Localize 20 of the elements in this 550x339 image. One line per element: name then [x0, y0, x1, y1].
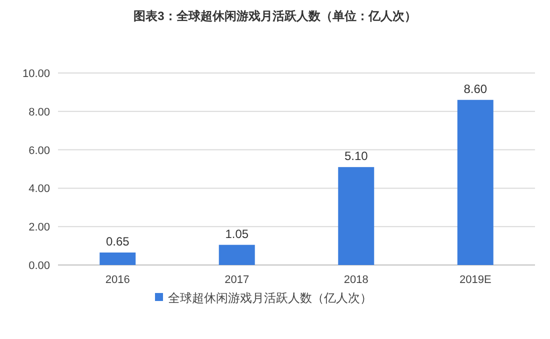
y-tick-label: 2.00 [28, 222, 50, 234]
y-tick-label: 6.00 [28, 144, 50, 157]
bar [457, 100, 494, 265]
data-label: 1.05 [225, 226, 249, 241]
y-tick-label: 10.00 [22, 68, 50, 80]
chart-title: 图表3：全球超休闲游戏月活跃人数（单位：亿人次） [134, 9, 416, 23]
bar [338, 167, 374, 265]
data-label: 0.65 [106, 234, 130, 249]
x-tick-label: 2017 [224, 274, 250, 286]
data-label: 5.10 [344, 149, 368, 164]
bar [100, 252, 136, 265]
x-tick-label: 2018 [344, 274, 368, 286]
y-tick-label: 0.00 [28, 260, 50, 272]
x-tick-label: 2016 [105, 274, 130, 286]
bar [218, 244, 255, 265]
legend-label: 全球超休闲游戏月活跃人数（亿人次） [168, 291, 372, 305]
y-tick-label: 8.00 [28, 106, 50, 118]
y-tick-label: 4.00 [28, 183, 50, 196]
x-tick-label: 2019E [459, 274, 492, 286]
data-label: 8.60 [464, 82, 488, 96]
